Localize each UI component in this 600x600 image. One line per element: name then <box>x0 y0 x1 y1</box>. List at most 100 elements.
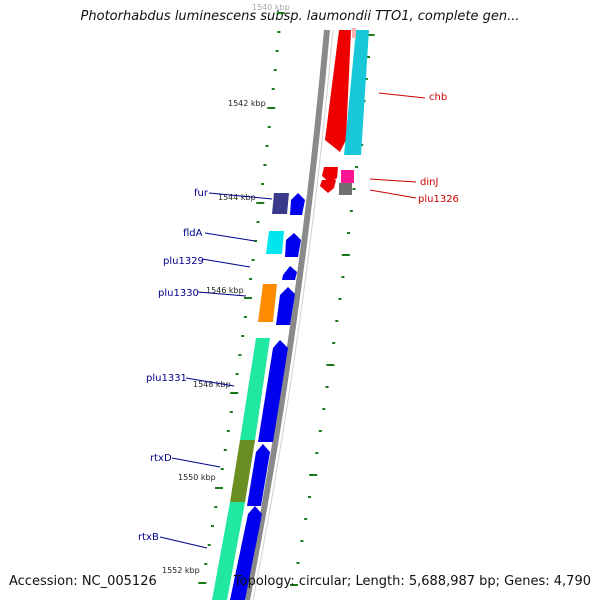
minor-tick <box>235 373 239 375</box>
gene-label-plu1326: plu1326 <box>418 194 459 205</box>
gene-label-rtxB: rtxB <box>138 532 159 543</box>
major-tick <box>256 202 265 204</box>
gene-labels: fur fldA plu1329 plu1330 plu1331 rtxD rt… <box>138 92 459 543</box>
gene-label-fur: fur <box>194 188 209 199</box>
minor-tick <box>275 50 279 52</box>
minor-tick <box>265 145 269 147</box>
gene-fldA-blue <box>285 233 301 257</box>
minor-tick <box>325 386 329 388</box>
accession-text: Accession: NC_005126 <box>9 574 157 589</box>
gene-plu1331-blue <box>258 340 288 442</box>
gene-label-plu1331: plu1331 <box>146 373 187 384</box>
major-tick <box>267 107 276 109</box>
minor-tick <box>335 320 339 322</box>
reverse-strand-features <box>320 28 369 195</box>
major-tick <box>326 364 335 366</box>
label-leader-lines <box>159 92 426 549</box>
minor-tick <box>204 563 208 565</box>
gene-rtxD-olive <box>230 440 255 502</box>
major-tick <box>244 297 252 299</box>
minor-tick <box>241 335 245 337</box>
gene-fldA-cyan <box>266 231 284 254</box>
gene-plu1326-gray <box>339 183 352 195</box>
minor-tick <box>347 232 351 234</box>
ruler-labels: 1540 kbp 1542 kbp 1544 kbp 1546 kbp 1548… <box>162 3 290 575</box>
ruler-label-1544: 1544 kbp <box>218 193 256 202</box>
minor-tick <box>341 276 345 278</box>
major-tick <box>276 12 285 14</box>
genome-backbone <box>244 29 334 600</box>
minor-tick <box>315 452 319 454</box>
major-tick <box>341 254 350 256</box>
gene-rtxB-blue <box>230 506 262 600</box>
minor-tick <box>263 164 267 166</box>
ruler-label-1548: 1548 kbp <box>193 380 231 389</box>
minor-tick <box>352 188 356 190</box>
minor-tick <box>211 525 214 527</box>
outer-tick-marks <box>290 34 375 586</box>
gene-plu1329-blue <box>282 266 297 280</box>
minor-tick <box>229 411 233 413</box>
genome-stats-text: Topology: circular; Length: 5,688,987 bp… <box>233 574 591 589</box>
ruler-label-1550: 1550 kbp <box>178 473 216 482</box>
minor-tick <box>308 496 311 498</box>
major-tick <box>290 584 298 586</box>
gene-label-dinJ: dinJ <box>420 177 438 188</box>
gene-plu1331-teal <box>240 338 270 440</box>
gene-chb-cyan <box>344 30 369 155</box>
minor-tick <box>364 78 368 80</box>
minor-tick <box>249 278 253 280</box>
minor-tick <box>243 316 247 318</box>
gene-plu1330-blue <box>276 287 295 325</box>
gene-plu1330-orange <box>258 284 277 322</box>
minor-tick <box>318 430 322 432</box>
minor-tick <box>273 69 277 71</box>
minor-tick <box>220 468 224 470</box>
ruler-label-1542: 1542 kbp <box>228 99 266 108</box>
minor-tick <box>207 544 211 546</box>
gene-fur-blue <box>290 193 305 215</box>
major-tick <box>230 392 239 394</box>
gene-fur-navy <box>272 193 289 214</box>
major-tick <box>198 582 207 584</box>
ruler-label-1546: 1546 kbp <box>206 286 244 295</box>
minor-tick <box>261 183 265 185</box>
gene-rtxB-teal <box>212 502 245 600</box>
gene-label-plu1330: plu1330 <box>158 288 199 299</box>
gene-dinJ-red <box>322 167 338 183</box>
inner-tick-marks <box>198 12 285 584</box>
gene-rtxD-blue <box>247 444 270 506</box>
minor-tick <box>226 430 230 432</box>
minor-tick <box>332 342 336 344</box>
gene-label-plu1329: plu1329 <box>163 256 204 267</box>
minor-tick <box>300 540 304 542</box>
minor-tick <box>304 518 308 520</box>
minor-tick <box>322 408 326 410</box>
ruler-label-1540: 1540 kbp <box>252 3 290 12</box>
map-title: Photorhabdus luminescens subsp. laumondi… <box>80 9 520 24</box>
minor-tick <box>271 88 275 90</box>
gene-dinJ-red-2 <box>320 180 336 193</box>
minor-tick <box>277 31 281 33</box>
gene-chb-red <box>325 30 351 152</box>
minor-tick <box>367 56 370 58</box>
forward-strand-features <box>212 193 305 600</box>
minor-tick <box>338 298 342 300</box>
major-tick <box>215 487 223 489</box>
major-tick <box>309 474 318 476</box>
gene-label-chb: chb <box>429 92 447 103</box>
gene-dinJ-magenta <box>341 170 354 183</box>
minor-tick <box>296 562 300 564</box>
major-tick <box>366 34 375 36</box>
minor-tick <box>254 240 258 242</box>
minor-tick <box>349 210 353 212</box>
ruler-label-1552: 1552 kbp <box>162 566 200 575</box>
minor-tick <box>238 354 242 356</box>
gene-label-fldA: fldA <box>183 228 203 239</box>
minor-tick <box>223 449 227 451</box>
minor-tick <box>214 506 218 508</box>
minor-tick <box>267 126 271 128</box>
gene-label-rtxD: rtxD <box>150 453 172 464</box>
minor-tick <box>256 221 260 223</box>
